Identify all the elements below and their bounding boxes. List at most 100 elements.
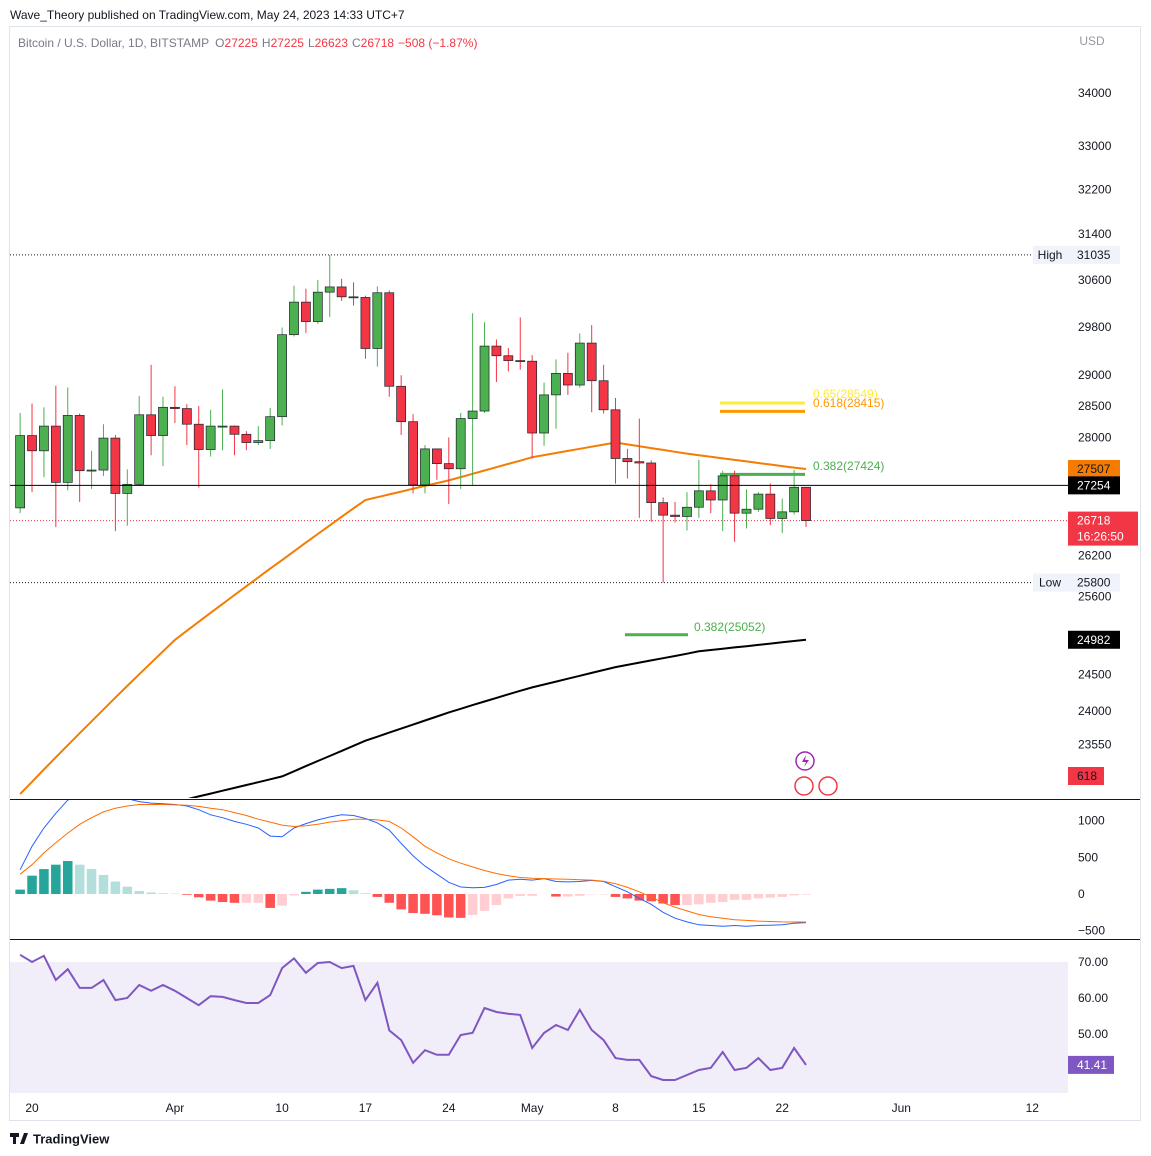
candle-body xyxy=(622,458,633,463)
macd-tick-label: 500 xyxy=(1078,850,1098,864)
macd-histogram-bar xyxy=(563,894,573,897)
price-tag-label: 24982 xyxy=(1077,633,1111,647)
macd-histogram-bar xyxy=(241,894,252,903)
price-tag xyxy=(1068,476,1120,495)
y-tick-label: 28000 xyxy=(1078,430,1112,444)
y-tick-label: 24000 xyxy=(1078,704,1112,718)
y-tick-label: 33000 xyxy=(1078,139,1112,153)
macd-histogram-bar xyxy=(729,894,740,900)
moving-average xyxy=(187,638,807,798)
macd-histogram-bar xyxy=(110,881,121,895)
candle-body xyxy=(563,373,573,386)
macd-histogram-bar xyxy=(706,894,716,903)
x-tick-label: 10 xyxy=(275,1101,289,1115)
candle-body xyxy=(432,448,442,464)
rsi-tick-label: 70.00 xyxy=(1078,955,1108,969)
macd-histogram-bar xyxy=(396,894,406,910)
fib-label: 0.65(28549) xyxy=(813,387,878,401)
candle-body xyxy=(360,297,371,349)
macd-histogram-bar xyxy=(575,894,585,896)
candle-body xyxy=(27,435,37,452)
price-tag-label: 27507 xyxy=(1077,462,1111,476)
y-tick-label: 25600 xyxy=(1078,589,1112,603)
y-tick-label: 29000 xyxy=(1078,368,1112,382)
macd-histogram-bar xyxy=(789,894,799,896)
candle-body xyxy=(50,425,61,483)
candle-body xyxy=(205,425,216,450)
macd-histogram-bar xyxy=(229,894,240,903)
candle-body xyxy=(408,421,418,486)
extreme-value: 31035 xyxy=(1077,248,1111,262)
extreme-label: High xyxy=(1038,248,1063,262)
candle-body xyxy=(253,440,264,443)
price-tag-label: 27254 xyxy=(1077,478,1111,492)
published-note: Wave_Theory published on TradingView.com… xyxy=(10,8,405,22)
countdown: 16:26:50 xyxy=(1077,530,1124,544)
macd-histogram-bar xyxy=(610,894,621,897)
macd-histogram-bar xyxy=(348,890,359,895)
candle-body xyxy=(682,506,692,517)
macd-histogram-bar xyxy=(658,894,668,904)
candle-body xyxy=(289,301,299,336)
candle-body xyxy=(586,342,597,382)
candle-body xyxy=(539,394,549,434)
x-tick-label: 24 xyxy=(442,1101,456,1115)
brand-logo xyxy=(10,1133,28,1144)
candle-body xyxy=(717,475,728,501)
macd-histogram-bar xyxy=(503,894,514,899)
macd-histogram-bar xyxy=(801,894,811,895)
candle-body xyxy=(598,380,609,411)
macd-histogram-bar xyxy=(313,889,323,895)
macd-histogram-bar xyxy=(39,869,49,895)
extreme-value: 25800 xyxy=(1077,576,1111,590)
rsi-tick-label: 50.00 xyxy=(1078,1027,1108,1041)
legend-value: 27225 xyxy=(225,36,259,50)
macd-pane xyxy=(15,800,811,927)
x-tick-label: 8 xyxy=(612,1101,619,1115)
macd-histogram-bar xyxy=(360,893,371,895)
macd-histogram-bar xyxy=(98,874,109,895)
candle-body xyxy=(372,292,383,349)
y-tick-label: 26200 xyxy=(1078,548,1112,562)
candle-body xyxy=(527,360,538,434)
candle-body xyxy=(670,514,680,517)
x-tick-label: 17 xyxy=(359,1101,373,1115)
macd-histogram-bar xyxy=(444,894,454,918)
legend-change: −508 (−1.87%) xyxy=(398,36,477,50)
x-tick-label: Jun xyxy=(892,1101,911,1115)
candle-body xyxy=(491,345,502,357)
currency: USD xyxy=(1079,34,1105,48)
candle-body xyxy=(110,437,121,494)
last-price: 26718 xyxy=(1077,514,1111,528)
macd-histogram-bar xyxy=(717,894,728,903)
macd-histogram-bar xyxy=(205,894,216,901)
macd-histogram-bar xyxy=(265,894,275,908)
legend-value: 26623 xyxy=(315,36,349,50)
candle-body xyxy=(634,461,645,464)
price-pane xyxy=(10,254,1068,798)
extreme-tag xyxy=(1033,573,1068,592)
macd-histogram-bar xyxy=(15,889,25,895)
last-price-tag xyxy=(1068,511,1138,546)
extreme-label: Low xyxy=(1039,576,1061,590)
macd-histogram-bar xyxy=(86,869,97,895)
legend-value: 27225 xyxy=(271,36,305,50)
macd-histogram-bar xyxy=(51,864,61,895)
macd-histogram-bar xyxy=(217,894,228,903)
candle-body xyxy=(801,486,811,521)
candle-body xyxy=(181,408,192,425)
macd-histogram-bar xyxy=(670,894,680,906)
x-tick-label: 20 xyxy=(25,1101,39,1115)
candle-body xyxy=(98,437,109,471)
macd-histogram-bar xyxy=(694,894,704,905)
fib-label: 0.382(27424) xyxy=(813,459,884,473)
indicator-icons xyxy=(794,751,838,796)
moving-average xyxy=(19,441,807,795)
candle-body xyxy=(62,415,73,483)
macd-histogram-bar xyxy=(122,886,133,895)
macd-histogram-bar xyxy=(646,894,656,902)
y-tick-label: 29800 xyxy=(1078,320,1112,334)
macd-histogram-bar xyxy=(158,893,168,895)
candle-body xyxy=(503,355,514,361)
